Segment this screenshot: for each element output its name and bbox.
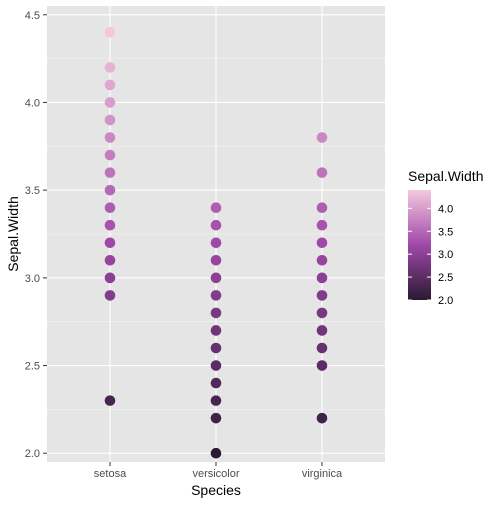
data-point (104, 27, 116, 38)
data-point (104, 272, 116, 284)
x-axis-title: Species (191, 482, 241, 498)
data-point (104, 114, 116, 126)
data-point (210, 255, 222, 266)
data-point (316, 307, 328, 319)
x-axis-ticks: setosa versicolor virginica (94, 462, 343, 480)
y-axis-title: Sepal.Width (5, 196, 21, 271)
data-point (316, 202, 328, 213)
legend-break-label: 2.0 (438, 295, 453, 307)
x-tick-label: setosa (94, 468, 127, 480)
color-legend: Sepal.Width 2.0 2.5 3.0 3.5 4.0 (408, 168, 483, 307)
data-point (210, 272, 222, 284)
legend-breaks: 2.0 2.5 3.0 3.5 4.0 (408, 203, 453, 307)
data-point (316, 132, 328, 143)
legend-colorbar (408, 190, 431, 300)
data-point (316, 272, 328, 284)
legend-break-label: 3.5 (438, 226, 453, 238)
data-point (210, 342, 222, 354)
y-tick-label: 4.0 (25, 97, 40, 109)
data-point (210, 237, 222, 249)
data-point (210, 412, 222, 424)
data-point (316, 412, 328, 424)
data-point (210, 307, 222, 319)
y-tick-label: 3.0 (25, 273, 40, 285)
data-point (104, 149, 116, 161)
x-tick-label: versicolor (192, 468, 239, 480)
data-point (104, 167, 116, 178)
data-point (104, 219, 116, 231)
data-point (210, 290, 222, 301)
data-points (104, 27, 328, 459)
data-point (104, 255, 116, 266)
data-point (316, 290, 328, 301)
data-point (104, 132, 116, 143)
legend-break-label: 3.0 (438, 249, 453, 261)
legend-break-label: 4.0 (438, 203, 453, 215)
y-tick-label: 2.5 (25, 361, 40, 373)
data-point (210, 360, 222, 371)
legend-break-label: 2.5 (438, 272, 453, 284)
data-point (316, 325, 328, 336)
data-point (210, 447, 222, 459)
y-tick-label: 3.5 (25, 185, 40, 197)
data-point (316, 342, 328, 354)
data-point (316, 219, 328, 231)
y-tick-label: 2.0 (25, 448, 40, 460)
data-point (316, 360, 328, 371)
data-point (104, 97, 116, 108)
data-point (104, 395, 116, 406)
data-point (210, 219, 222, 231)
legend-title: Sepal.Width (408, 168, 483, 184)
data-point (104, 202, 116, 213)
x-tick-label: virginica (302, 468, 343, 480)
data-point (316, 255, 328, 266)
data-point (210, 377, 222, 389)
major-gridlines (47, 6, 385, 462)
data-point (210, 395, 222, 406)
data-point (104, 237, 116, 249)
y-axis-ticks: 2.0 2.5 3.0 3.5 4.0 4.5 (25, 10, 47, 460)
data-point (104, 79, 116, 91)
data-point (104, 62, 116, 73)
y-tick-label: 4.5 (25, 10, 40, 22)
data-point (316, 237, 328, 249)
data-point (210, 325, 222, 336)
data-point (104, 184, 116, 196)
data-point (104, 290, 116, 301)
data-point (316, 167, 328, 178)
data-point (210, 202, 222, 213)
